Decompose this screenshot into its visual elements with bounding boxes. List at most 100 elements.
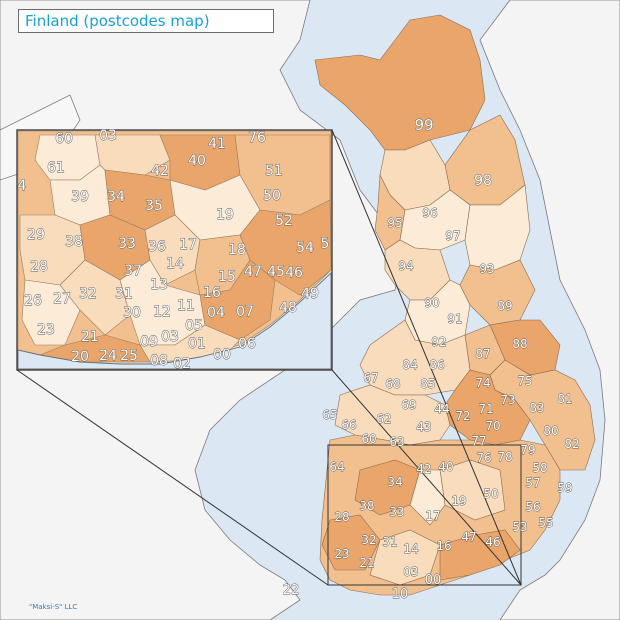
inset-postcode-49: 49: [301, 286, 319, 302]
main-postcode-70: 70: [485, 419, 500, 433]
main-postcode-73: 73: [500, 393, 515, 407]
inset-postcode-61: 61: [47, 160, 65, 176]
inset-postcode-33: 33: [118, 236, 136, 252]
inset-postcode-16: 16: [203, 285, 221, 301]
main-postcode-64: 64: [329, 460, 344, 474]
main-postcode-72: 72: [455, 409, 470, 423]
main-postcode-32: 32: [361, 533, 376, 547]
main-map-postcode-labels: 99 98 95 96 97 94 93 90 91 89 92 88 87 84 86 75 67 68 85 74…: [282, 116, 580, 603]
main-postcode-43: 43: [416, 420, 431, 434]
main-postcode-80: 80: [543, 424, 558, 438]
inset-postcode-76: 76: [248, 130, 266, 146]
inset-postcode-48: 48: [279, 300, 297, 316]
inset-postcode-30: 30: [123, 305, 141, 321]
inset-postcode-00: 00: [213, 347, 231, 363]
main-postcode-59: 59: [557, 481, 572, 495]
main-postcode-66: 66: [341, 418, 356, 432]
main-postcode-91: 91: [447, 312, 462, 326]
inset-postcode-35: 35: [145, 198, 163, 214]
main-postcode-46: 46: [485, 535, 500, 549]
credit-text: "Maksi-S" LLC: [29, 603, 78, 611]
inset-postcode-05: 05: [185, 318, 203, 334]
inset-postcode-11: 11: [177, 298, 195, 314]
main-postcode-34: 34: [387, 475, 402, 489]
main-postcode-68: 68: [385, 377, 400, 391]
main-postcode-76: 76: [476, 451, 491, 465]
main-postcode-89: 89: [497, 299, 512, 313]
inset-postcode-12: 12: [153, 304, 171, 320]
map-title: Finland (postcodes map): [25, 12, 210, 30]
main-postcode-50: 50: [483, 487, 498, 501]
inset-postcode-37: 37: [124, 263, 142, 279]
main-postcode-92: 92: [431, 335, 446, 349]
main-postcode-10: 10: [392, 587, 409, 602]
main-postcode-44: 44: [434, 402, 449, 416]
inset-postcode-06: 06: [238, 336, 256, 352]
main-postcode-53: 53: [512, 520, 527, 534]
inset-postcode-09: 09: [140, 334, 158, 350]
inset-postcode-45: 45: [267, 264, 285, 280]
inset-postcode-02: 02: [173, 356, 191, 372]
main-postcode-71: 71: [478, 402, 493, 416]
inset-postcode-32: 32: [79, 286, 97, 302]
main-postcode-31: 31: [382, 535, 397, 549]
inset-postcode-17: 17: [179, 237, 197, 253]
inset-postcode-47: 47: [244, 264, 262, 280]
inset-postcode-21: 21: [81, 329, 99, 345]
inset-postcode-46: 46: [285, 265, 303, 281]
main-postcode-16: 16: [436, 539, 451, 553]
main-postcode-79: 79: [520, 443, 535, 457]
inset-postcode-42: 42: [151, 163, 169, 179]
main-postcode-77: 77: [471, 434, 486, 448]
zoom-frame: [16, 129, 522, 586]
main-postcode-87: 87: [475, 347, 490, 361]
inset-postcode-4: 4: [18, 178, 27, 194]
main-postcode-74: 74: [475, 376, 490, 390]
main-postcode-95: 95: [387, 216, 402, 230]
inset-postcode-15: 15: [218, 269, 236, 285]
main-postcode-82: 82: [564, 437, 579, 451]
inset-postcode-20: 20: [71, 349, 89, 365]
main-postcode-56: 56: [525, 500, 540, 514]
main-postcode-78: 78: [497, 450, 512, 464]
main-postcode-00: 00: [425, 573, 442, 588]
main-postcode-57: 57: [525, 476, 540, 490]
main-postcode-19: 19: [451, 494, 466, 508]
main-postcode-94: 94: [398, 259, 413, 273]
inset-postcode-08: 08: [150, 353, 168, 369]
main-postcode-85: 85: [420, 377, 435, 391]
main-postcode-14: 14: [403, 542, 418, 556]
inset-postcode-07: 07: [236, 304, 254, 320]
main-postcode-97: 97: [445, 229, 460, 243]
main-postcode-86: 86: [429, 358, 444, 372]
inset-postcode-01: 01: [188, 336, 206, 352]
inset-postcode-23: 23: [37, 322, 55, 338]
inset-postcode-39: 39: [71, 189, 89, 205]
main-postcode-83: 83: [529, 401, 544, 415]
inset-postcode-18: 18: [228, 242, 246, 258]
main-postcode-90: 90: [424, 296, 439, 310]
inset-postcode-13: 13: [150, 277, 168, 293]
main-postcode-84: 84: [402, 358, 417, 372]
main-postcode-03: 03: [403, 565, 418, 579]
inset-postcode-52: 52: [275, 213, 293, 229]
inset-postcode-03: 03: [161, 329, 179, 345]
inset-postcode-29: 29: [27, 227, 45, 243]
main-postcode-58: 58: [532, 461, 547, 475]
inset-postcode-31: 31: [115, 286, 133, 302]
inset-postcode-04: 04: [207, 305, 225, 321]
main-postcode-65: 65: [322, 408, 337, 422]
main-postcode-88: 88: [512, 337, 527, 351]
main-postcode-67: 67: [363, 371, 378, 385]
inset-postcode-34: 34: [107, 189, 125, 205]
main-postcode-47: 47: [461, 530, 476, 544]
inset-postcode-50: 50: [263, 188, 281, 204]
main-postcode-23: 23: [334, 547, 349, 561]
main-postcode-93: 93: [479, 262, 494, 276]
inset-panel: [16, 129, 333, 371]
main-postcode-96: 96: [422, 206, 437, 220]
inset-postcode-38: 38: [65, 234, 83, 250]
main-postcode-75: 75: [517, 374, 532, 388]
